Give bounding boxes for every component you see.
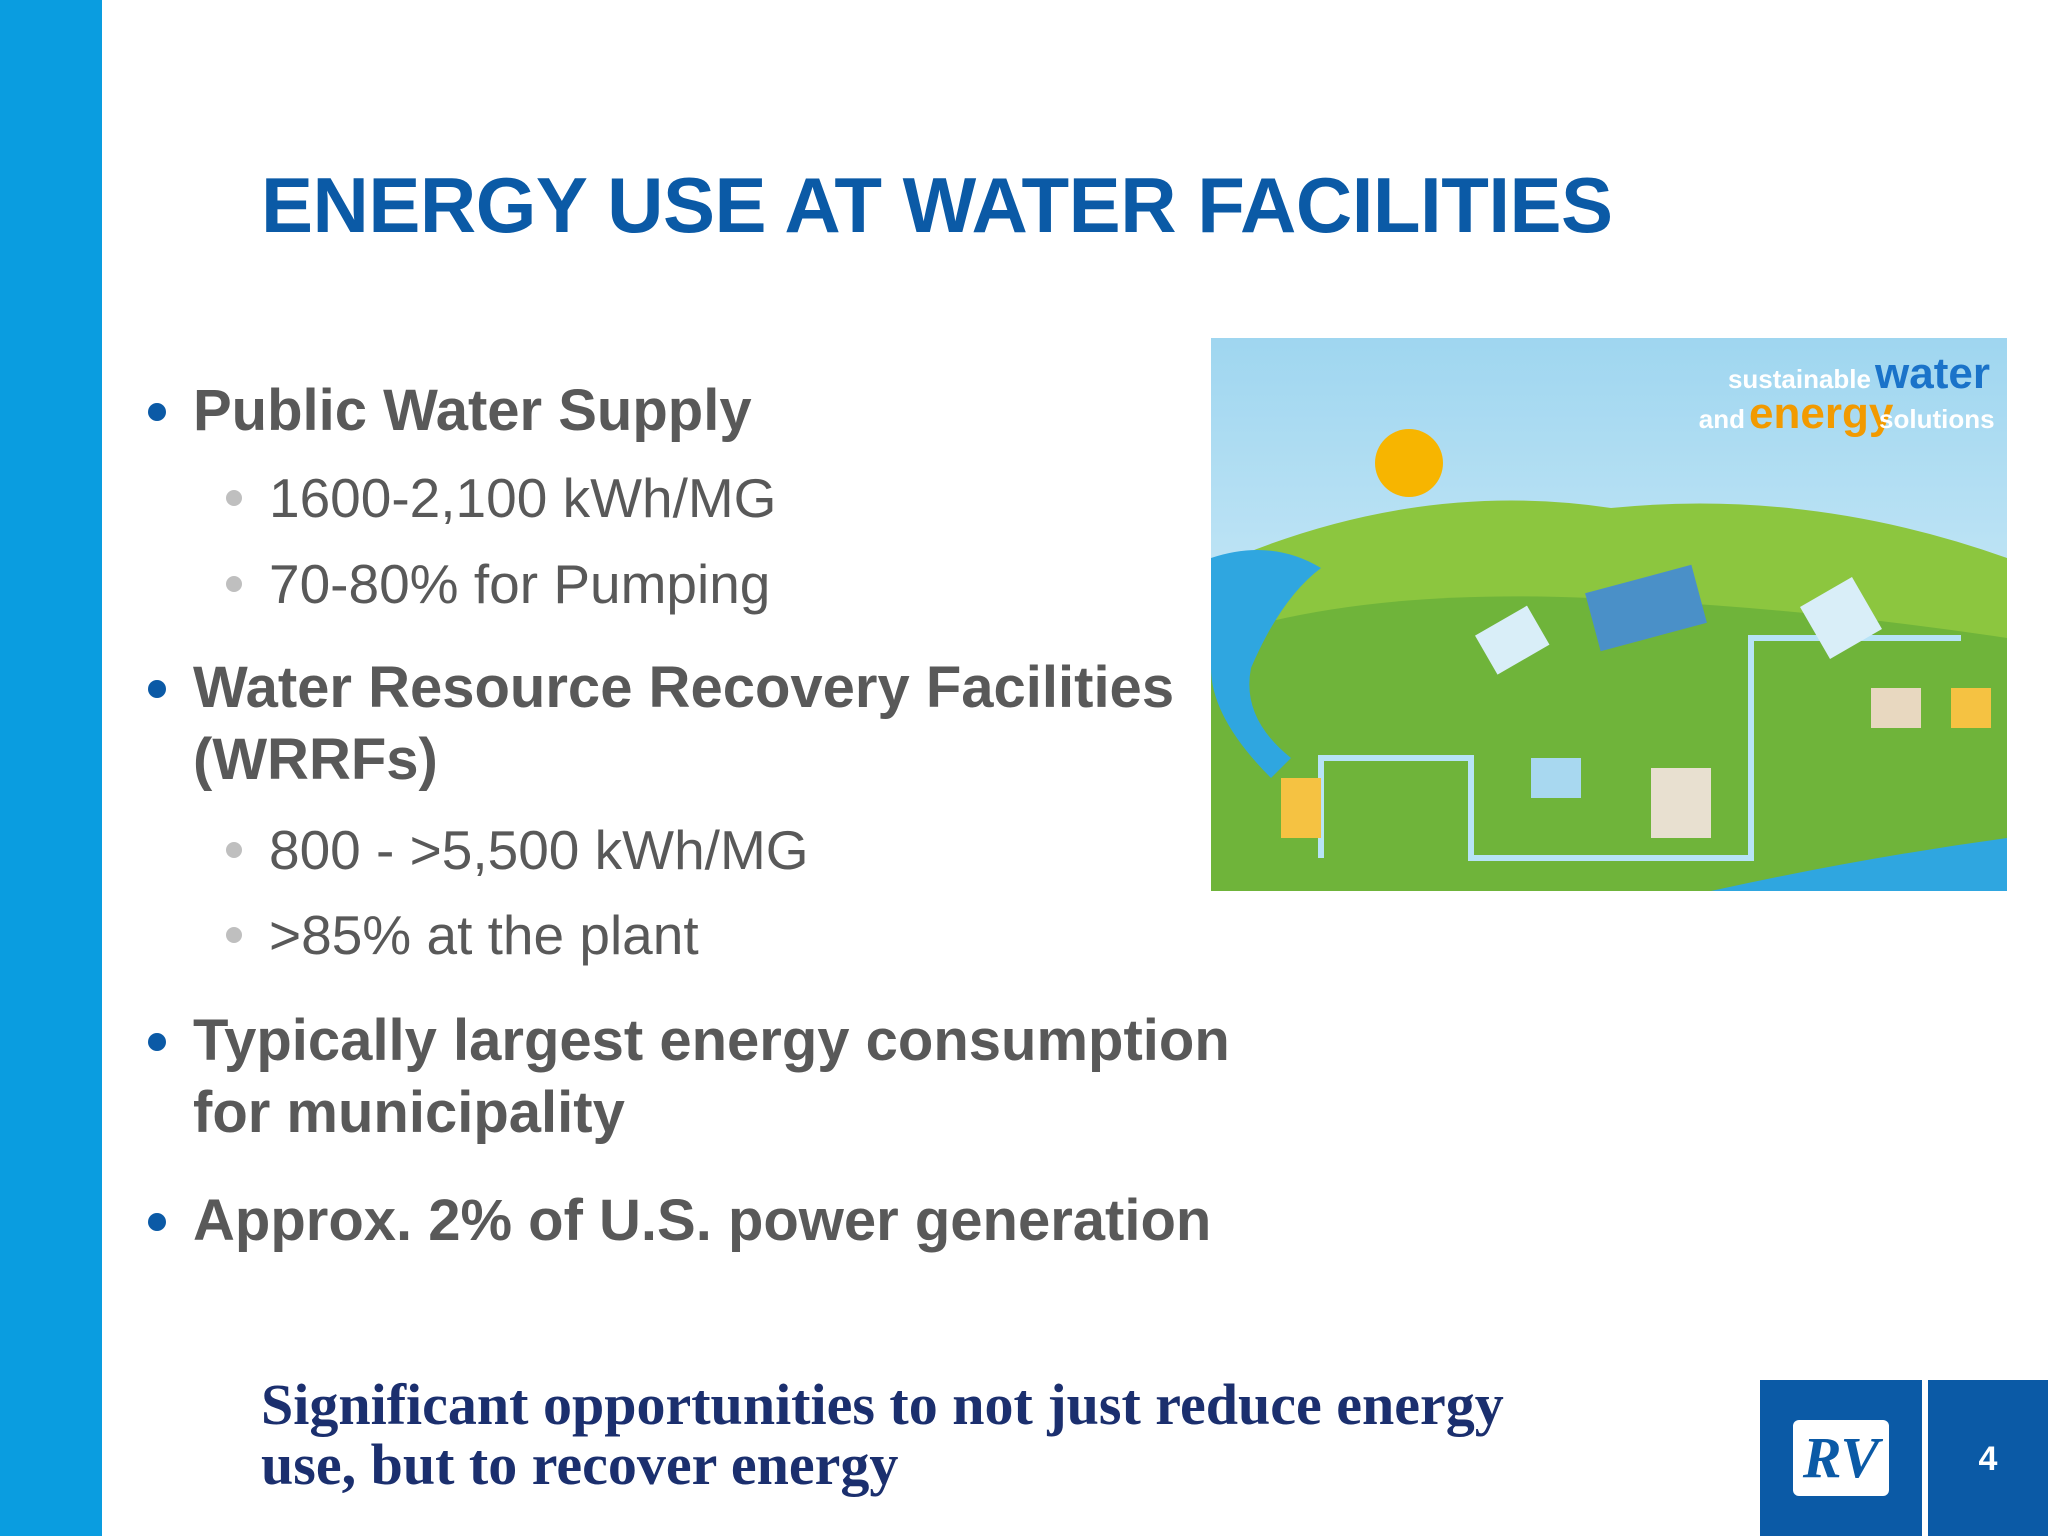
sub-bullet: 1600-2,100 kWh/MG <box>269 467 777 529</box>
page-box <box>1928 1380 2048 1536</box>
sub-bullet-dot <box>226 576 242 592</box>
bullet: Approx. 2% of U.S. power generation <box>193 1188 1212 1253</box>
sub-bullet-dot <box>226 927 242 943</box>
logo-mark: RV <box>1793 1420 1889 1496</box>
sub-bullet: >85% at the plant <box>269 904 699 966</box>
bullet: Water Resource Recovery Facilities <box>193 655 1175 720</box>
side-bar <box>0 0 102 1536</box>
bullet: for municipality <box>193 1080 625 1145</box>
heading: energy <box>1749 389 1894 438</box>
heading: water <box>1874 349 1990 398</box>
slide-title: ENERGY USE AT WATER FACILITIES <box>261 161 1613 249</box>
sub-bullet: 70-80% for Pumping <box>269 553 771 615</box>
heading: sustainable <box>1728 364 1871 394</box>
bullet-dot <box>148 403 166 421</box>
heading: solutions <box>1879 404 1995 434</box>
logo: RV <box>1760 1380 1922 1536</box>
sub-bullet-dot <box>226 842 242 858</box>
sub-bullet-dot <box>226 490 242 506</box>
bullet-dot <box>148 1213 166 1231</box>
infographic: sustainable water and energy solutions <box>1211 338 2007 891</box>
bullet: (WRRFs) <box>193 727 438 792</box>
heading: and <box>1699 404 1745 434</box>
bullet: Public Water Supply <box>193 378 752 443</box>
footer-text: Significant opportunities to not just re… <box>261 1375 1504 1495</box>
bullet-dot <box>148 680 166 698</box>
bullet-dot <box>148 1033 166 1051</box>
page-number: 4 <box>1978 1440 1998 1478</box>
footer-line: use, but to recover energy <box>261 1432 899 1497</box>
sub-bullet: 800 - >5,500 kWh/MG <box>269 819 809 881</box>
bullet: Typically largest energy consumption <box>193 1008 1230 1073</box>
footer-line: Significant opportunities to not just re… <box>261 1372 1504 1437</box>
